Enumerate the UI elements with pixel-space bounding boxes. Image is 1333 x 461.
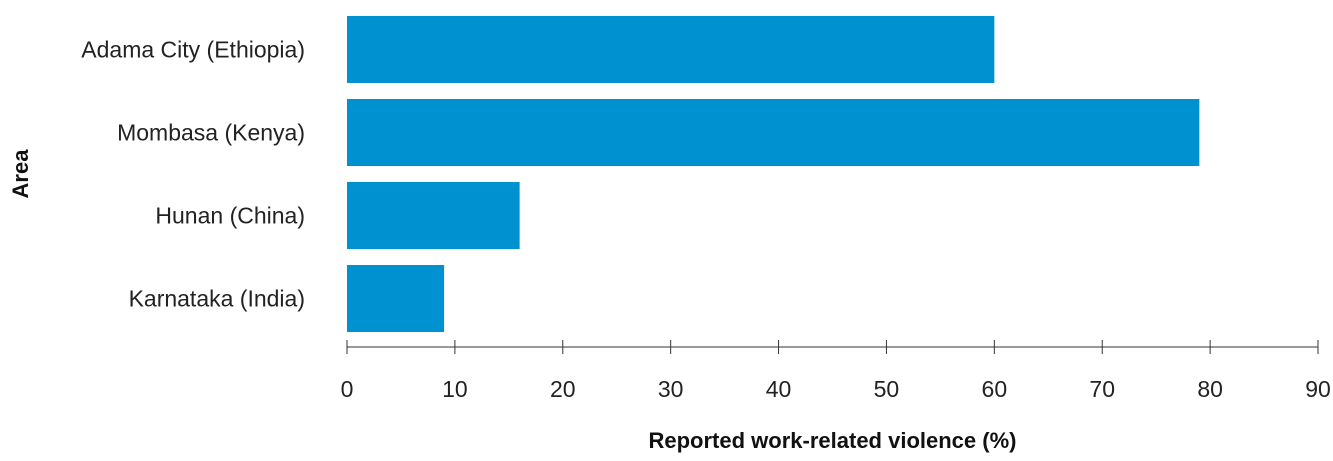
category-label-2: Hunan (China) bbox=[155, 203, 305, 229]
x-tick-label-8: 80 bbox=[1197, 376, 1223, 402]
bar-2 bbox=[347, 182, 520, 249]
x-tick-label-4: 40 bbox=[766, 376, 792, 402]
x-tick-label-3: 30 bbox=[658, 376, 684, 402]
x-tick-label-5: 50 bbox=[874, 376, 900, 402]
bar-0 bbox=[347, 16, 995, 83]
x-tick-label-7: 70 bbox=[1089, 376, 1115, 402]
category-labels-group: Adama City (Ethiopia) Mombasa (Kenya) Huna… bbox=[81, 37, 305, 312]
x-tick-label-1: 10 bbox=[442, 376, 468, 402]
bar-1 bbox=[347, 99, 1200, 166]
bar-3 bbox=[347, 265, 445, 332]
bars-group bbox=[347, 16, 1200, 332]
category-label-3: Karnataka (India) bbox=[129, 286, 305, 312]
x-tick-label-9: 90 bbox=[1305, 376, 1331, 402]
x-axis-title: Reported work-related violence (%) bbox=[649, 428, 1017, 453]
x-tick-label-6: 60 bbox=[982, 376, 1008, 402]
x-tick-label-2: 20 bbox=[550, 376, 576, 402]
category-label-1: Mombasa (Kenya) bbox=[117, 120, 305, 146]
x-ticks-group: 0 10 20 30 40 50 60 70 80 90 bbox=[341, 340, 1331, 402]
category-label-0: Adama City (Ethiopia) bbox=[81, 37, 305, 63]
x-tick-label-0: 0 bbox=[341, 376, 354, 402]
y-axis-title: Area bbox=[8, 149, 33, 199]
